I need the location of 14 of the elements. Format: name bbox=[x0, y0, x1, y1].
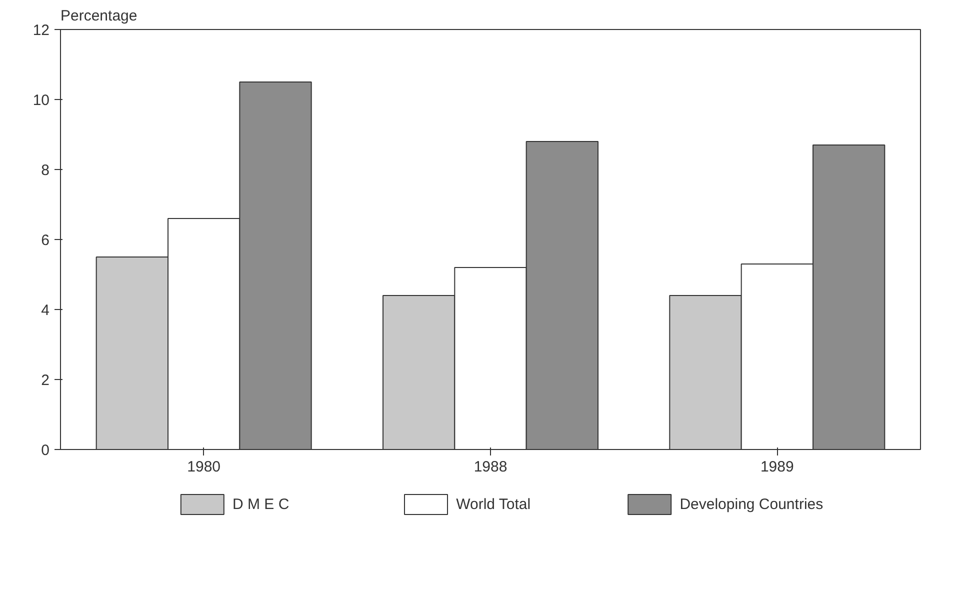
legend-label: World Total bbox=[456, 496, 531, 513]
y-tick-label: 8 bbox=[41, 162, 50, 179]
y-tick-label: 4 bbox=[41, 302, 50, 319]
legend-label: D M E C bbox=[232, 496, 290, 513]
y-tick-label: 0 bbox=[41, 442, 50, 459]
y-tick-label: 10 bbox=[32, 92, 50, 109]
y-tick-label: 6 bbox=[41, 232, 50, 249]
x-tick-label: 1989 bbox=[760, 458, 794, 476]
x-tick-label: 1988 bbox=[474, 458, 508, 476]
y-axis-title: Percentage bbox=[60, 8, 138, 24]
x-tick-label: 1980 bbox=[187, 458, 221, 476]
legend-label: Developing Countries bbox=[680, 496, 824, 513]
y-tick-label: 12 bbox=[32, 22, 50, 39]
y-tick-label: 2 bbox=[41, 372, 50, 389]
